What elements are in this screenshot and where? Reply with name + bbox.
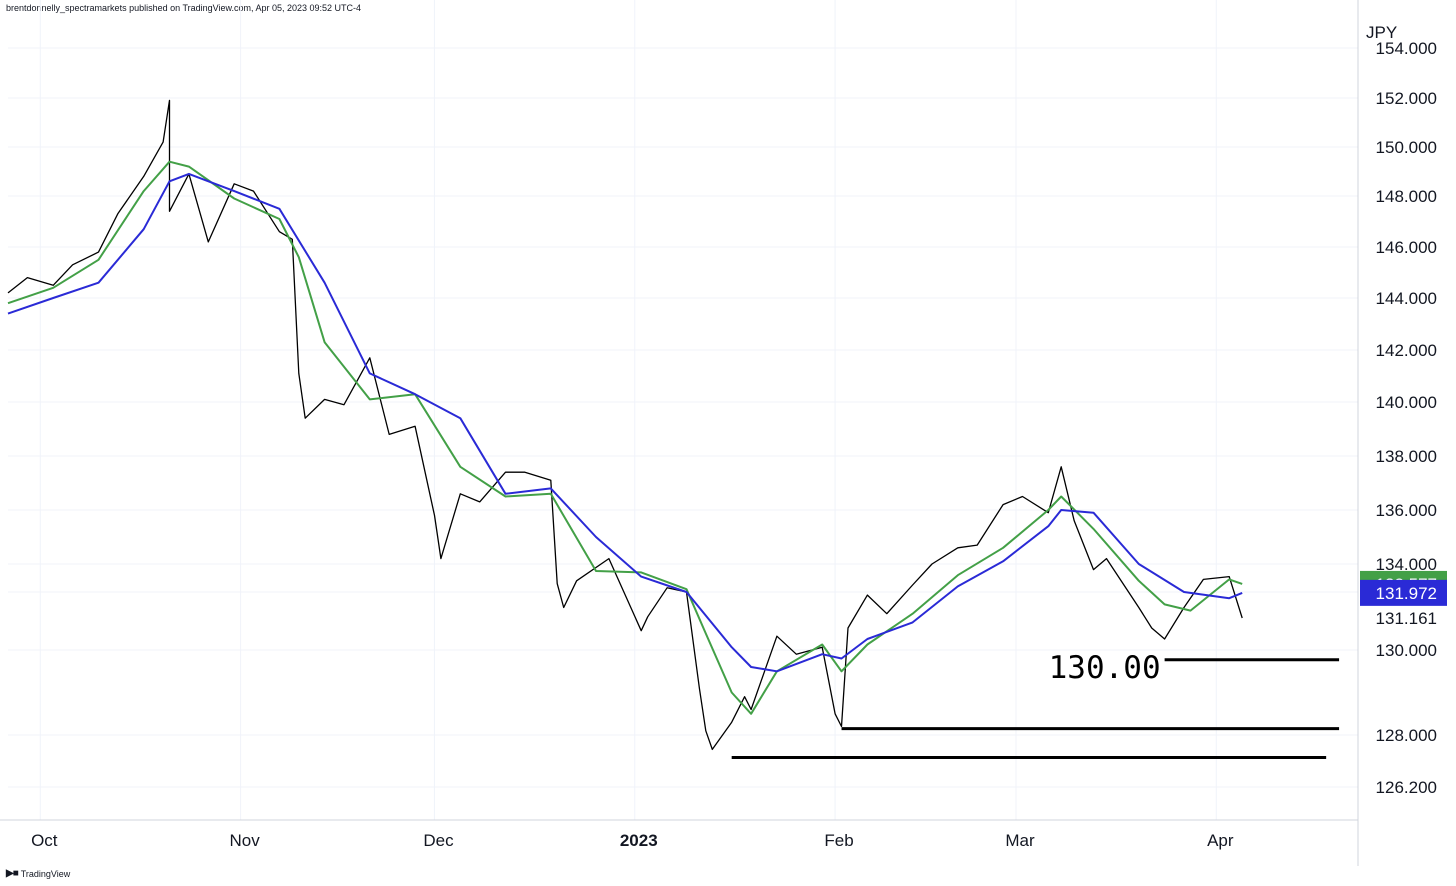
series-layer (7, 99, 1243, 751)
price-tick-label: 128.000 (1376, 726, 1437, 745)
last-price-label: 131.161 (1376, 609, 1437, 628)
price-line (7, 99, 1243, 751)
time-tick-label: 2023 (620, 831, 658, 850)
time-tick-label: Feb (824, 831, 853, 850)
grid (8, 0, 1358, 820)
tradingview-footer[interactable]: ▶■ TradingView (6, 868, 70, 879)
time-tick-label: Apr (1207, 831, 1234, 850)
price-axis[interactable]: 126.200 128.000 130.000 134.000 136.000 138.0… (1376, 39, 1437, 797)
support-levels: 130.00 (731, 650, 1340, 760)
price-tick-label: 154.000 (1376, 39, 1437, 58)
price-chart[interactable]: 130.00 126.200 128.000 130.000 134.000 136.0… (0, 0, 1456, 866)
time-axis[interactable]: Oct Nov Dec 2023 Feb Mar Apr (31, 831, 1234, 850)
ma-blue-line (7, 172, 1243, 673)
time-tick-label: Nov (229, 831, 260, 850)
support-level-label: 130.00 (1049, 650, 1161, 686)
price-tick-label: 130.000 (1376, 641, 1437, 660)
tradingview-logo-icon: ▶■ (6, 868, 19, 879)
price-tick-label: 138.000 (1376, 447, 1437, 466)
last-value-badge (1360, 579, 1447, 606)
time-tick-label: Oct (31, 831, 58, 850)
price-tick-label: 142.000 (1376, 341, 1437, 360)
time-tick-label: Dec (423, 831, 454, 850)
price-tick-label: 152.000 (1376, 89, 1437, 108)
price-tick-label: 150.000 (1376, 138, 1437, 157)
price-tick-label: 148.000 (1376, 187, 1437, 206)
price-tick-label: 146.000 (1376, 238, 1437, 257)
price-tick-label: 126.200 (1376, 778, 1437, 797)
publish-note: brentdonnelly_spectramarkets published o… (6, 3, 362, 13)
currency-label: JPY (1366, 23, 1397, 42)
time-tick-label: Mar (1005, 831, 1035, 850)
tradingview-brand: TradingView (20, 868, 71, 879)
price-tick-label: 140.000 (1376, 393, 1437, 412)
price-tick-label: 134.000 (1376, 555, 1437, 574)
price-tick-label: 136.000 (1376, 501, 1437, 520)
price-tick-label: 144.000 (1376, 289, 1437, 308)
ma-green-line (7, 160, 1243, 715)
last-value-badge-text: 131.972 (1376, 584, 1437, 603)
